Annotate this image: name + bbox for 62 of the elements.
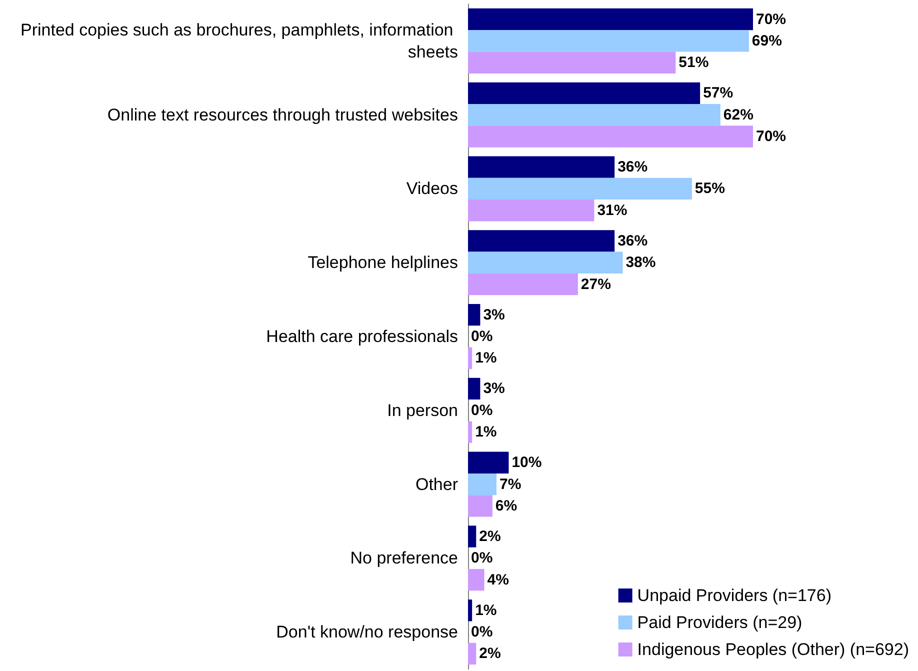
bar [468,600,472,622]
data-label: 10% [512,454,542,472]
data-label: 0% [471,328,493,345]
legend-label: Paid Providers (n=29) [637,613,802,632]
data-label: 57% [703,84,734,102]
bar [468,230,615,252]
y-tick-label: Online text resources through trusted websites [107,105,458,124]
data-label: 3% [483,380,505,398]
y-tick-label: No preference [350,548,458,568]
bar [468,52,676,74]
y-tick-label: Health care professionals [266,327,458,346]
y-tick-label: Printed copies such as brochures, pamphlets, information sheets [20,20,458,62]
bar [468,304,480,326]
bar [468,30,749,52]
bar [468,473,496,496]
legend-label: Unpaid Providers (n=176) [637,586,832,605]
data-label: 38% [626,254,656,272]
data-label: 69% [752,32,782,50]
data-label: 1% [475,424,497,441]
data-label: 70% [756,10,786,28]
bar [468,8,753,30]
data-label: 7% [500,476,522,493]
bar [468,252,623,274]
bar [468,569,484,591]
data-label: 27% [580,276,611,293]
data-label: 1% [475,602,497,619]
bar [468,82,700,104]
bar [468,347,472,370]
bar [468,178,692,200]
y-tick-label: Other [415,474,458,494]
bar [468,526,476,548]
data-label: 0% [471,550,493,567]
data-label: 2% [479,528,501,545]
y-tick-label: In person [387,400,458,420]
bar [468,104,720,126]
bar [468,452,509,474]
data-label: 6% [495,497,518,514]
data-label: 4% [487,571,509,588]
bar [468,273,578,296]
data-label: 36% [618,158,648,176]
bar [468,378,480,400]
data-label: 2% [479,645,501,662]
data-label: 62% [723,106,754,124]
bar [468,200,594,222]
bar [468,126,753,148]
data-label: 0% [471,402,493,419]
data-label: 3% [483,306,505,324]
data-label: 36% [618,232,648,250]
bar [468,495,492,517]
y-tick-label: Telephone helplines [308,253,458,272]
data-label: 31% [597,202,628,219]
data-label: 51% [678,54,709,72]
bar [468,421,472,443]
bar [468,156,615,178]
data-label: 0% [471,624,493,641]
data-label: 1% [475,350,497,367]
y-tick-label: Videos [406,179,458,198]
bar [468,642,476,665]
data-label: 70% [756,128,786,146]
legend-label: Indigenous Peoples (Other) (n=692) [637,640,910,659]
data-label: 55% [694,180,725,198]
y-tick-label: Don't know/no response [276,622,458,642]
